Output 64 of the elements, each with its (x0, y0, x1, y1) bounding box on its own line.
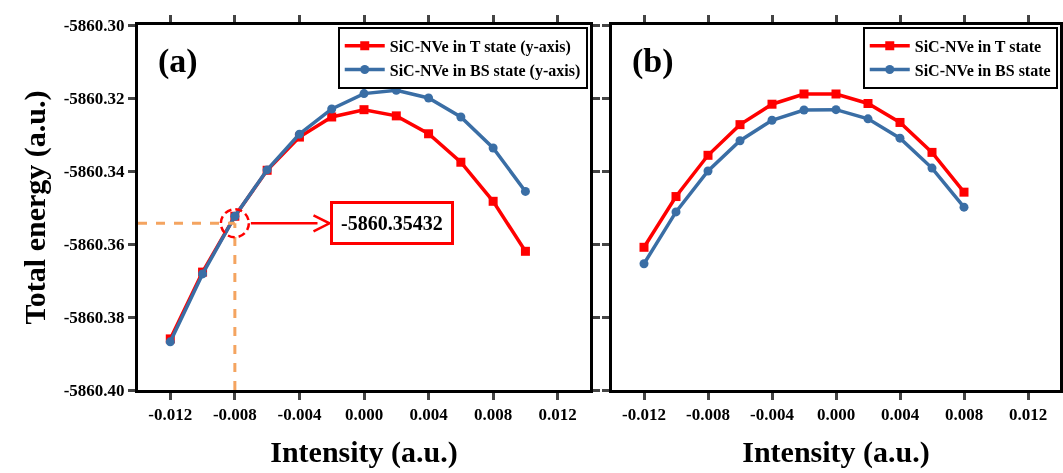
x-tick-label: 0.012 (1008, 405, 1048, 425)
point (895, 117, 905, 127)
point (488, 143, 498, 153)
x-tick-label: 0.012 (538, 405, 577, 425)
point (863, 114, 873, 124)
point (671, 207, 681, 217)
y-tick-label: -5860.40 (63, 380, 125, 400)
point (831, 89, 841, 99)
point (767, 115, 777, 125)
point (927, 147, 937, 157)
point (927, 163, 937, 173)
y-tick-label: -5860.30 (63, 15, 125, 35)
point (520, 246, 530, 256)
legend-label: SiC-NVe in T state (914, 37, 1042, 55)
y-tick-label: -5860.36 (63, 234, 125, 254)
point (863, 98, 873, 108)
legend-label: SiC-NVe in BS state (914, 61, 1051, 79)
annotation: (b) (632, 42, 674, 80)
x-axis-title: Intensity (a.u.) (270, 434, 458, 469)
x-tick-label: 0.004 (409, 405, 449, 425)
point (424, 93, 434, 103)
annotation: (a) (158, 42, 198, 80)
x-tick-label: 0.000 (344, 405, 384, 425)
point (456, 112, 466, 122)
x-tick-label: -0.004 (277, 405, 322, 425)
y-axis-title: Total energy (a.u.) (17, 90, 52, 325)
point (639, 259, 649, 269)
x-tick-label: -0.004 (750, 405, 795, 425)
point (735, 136, 745, 146)
point (767, 99, 777, 109)
point (703, 166, 713, 176)
annotation: -5860.35432 (341, 212, 443, 234)
point (639, 242, 649, 252)
point (895, 133, 905, 143)
point (703, 150, 713, 160)
x-tick-label: 0.008 (474, 405, 513, 425)
x-tick-label: 0.000 (816, 405, 856, 425)
point (424, 129, 434, 139)
point (359, 105, 369, 115)
x-axis-title: Intensity (a.u.) (742, 434, 930, 469)
x-tick-label: -0.008 (686, 405, 730, 425)
x-tick-label: -0.008 (212, 405, 257, 425)
point (456, 157, 466, 167)
point (799, 89, 809, 99)
x-tick-label: -0.012 (148, 405, 193, 425)
x-tick-label: 0.004 (880, 405, 920, 425)
point (799, 105, 809, 115)
point (327, 104, 337, 114)
point (391, 111, 401, 121)
y-tick-label: -5860.34 (63, 161, 126, 181)
y-tick-label: -5860.32 (63, 88, 125, 108)
point (831, 105, 841, 115)
point (959, 202, 969, 212)
point (488, 196, 498, 206)
point (359, 89, 369, 99)
legend-label: SiC-NVe in BS state (y-axis) (389, 61, 581, 80)
point (520, 186, 530, 196)
point (735, 120, 745, 130)
point (671, 192, 681, 202)
legend-label: SiC-NVe in T state (y-axis) (389, 37, 571, 56)
x-tick-label: -0.012 (622, 405, 666, 425)
y-tick-label: -5860.38 (63, 307, 125, 327)
point (959, 187, 969, 197)
x-tick-label: 0.008 (944, 405, 984, 425)
